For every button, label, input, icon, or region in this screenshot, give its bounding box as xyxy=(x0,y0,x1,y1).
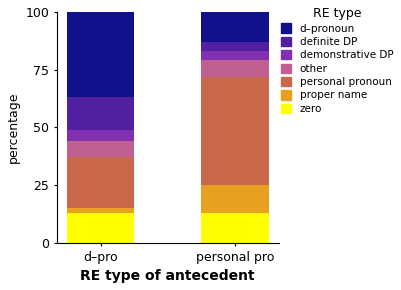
Bar xyxy=(201,12,269,42)
Bar xyxy=(67,12,134,97)
Y-axis label: percentage: percentage xyxy=(7,92,20,163)
Bar xyxy=(67,141,134,157)
X-axis label: RE type of antecedent: RE type of antecedent xyxy=(81,269,255,283)
Bar xyxy=(201,42,269,51)
Bar xyxy=(201,185,269,213)
Legend: d–pronoun, definite DP, demonstrative DP, other, personal pronoun, proper name, : d–pronoun, definite DP, demonstrative DP… xyxy=(281,7,393,114)
Bar xyxy=(67,157,134,208)
Bar xyxy=(201,60,269,77)
Bar xyxy=(67,208,134,213)
Bar xyxy=(201,213,269,243)
Bar xyxy=(67,97,134,130)
Bar xyxy=(67,213,134,243)
Bar xyxy=(201,77,269,185)
Bar xyxy=(201,51,269,60)
Bar xyxy=(67,130,134,141)
